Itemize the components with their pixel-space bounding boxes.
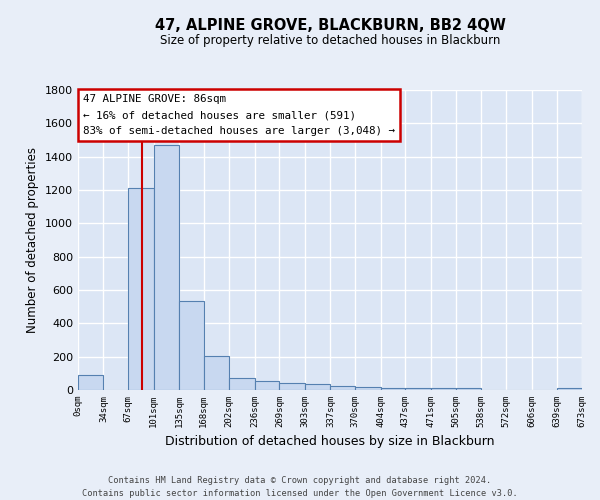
Bar: [557, 388, 582, 390]
Bar: [380, 388, 405, 390]
Bar: [431, 388, 456, 390]
Text: 47, ALPINE GROVE, BLACKBURN, BB2 4QW: 47, ALPINE GROVE, BLACKBURN, BB2 4QW: [155, 18, 505, 32]
Text: Size of property relative to detached houses in Blackburn: Size of property relative to detached ho…: [160, 34, 500, 47]
Bar: [78, 375, 103, 390]
Text: 47 ALPINE GROVE: 86sqm
← 16% of detached houses are smaller (591)
83% of semi-de: 47 ALPINE GROVE: 86sqm ← 16% of detached…: [83, 94, 395, 136]
Bar: [305, 384, 331, 390]
Bar: [405, 388, 431, 390]
Bar: [331, 386, 355, 390]
Bar: [255, 381, 280, 390]
Bar: [128, 188, 154, 390]
Bar: [204, 356, 229, 390]
Text: Contains HM Land Registry data © Crown copyright and database right 2024.
Contai: Contains HM Land Registry data © Crown c…: [82, 476, 518, 498]
Bar: [456, 388, 481, 390]
Bar: [280, 382, 305, 390]
Bar: [179, 301, 204, 390]
Bar: [154, 145, 179, 390]
Bar: [229, 378, 255, 390]
Y-axis label: Number of detached properties: Number of detached properties: [26, 147, 40, 333]
Bar: [355, 386, 380, 390]
X-axis label: Distribution of detached houses by size in Blackburn: Distribution of detached houses by size …: [165, 436, 495, 448]
